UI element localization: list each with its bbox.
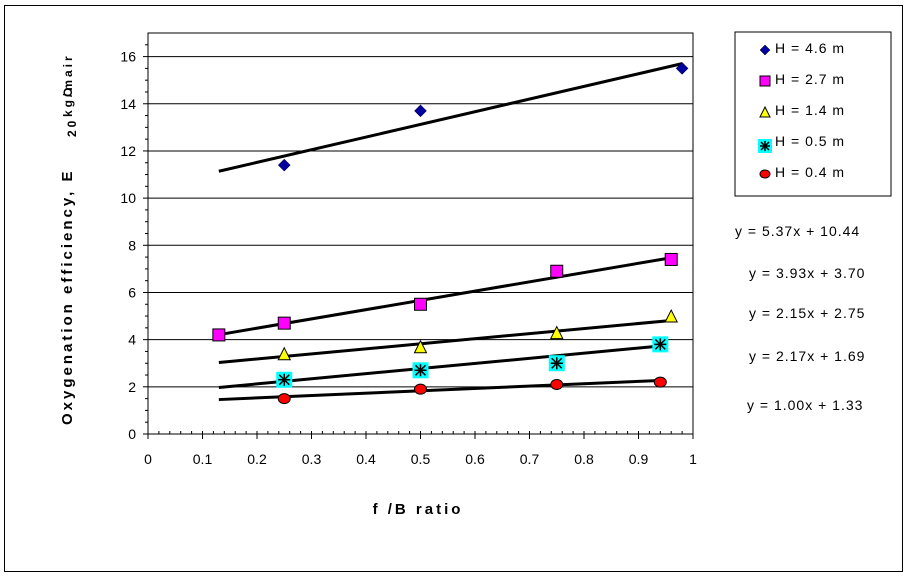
legend-label: H = 0.5 m (775, 133, 845, 149)
x-tick-label: 0.8 (574, 451, 594, 467)
data-point (414, 104, 427, 118)
legend-marker (759, 75, 771, 87)
data-point (548, 355, 565, 372)
trend-line (218, 256, 672, 337)
y-tick-label: 12 (120, 143, 136, 159)
data-point (277, 158, 291, 172)
x-axis-label: f /B ratio (373, 501, 464, 518)
trend-equation: y = 3.93x + 3.70 (749, 265, 865, 281)
legend-label: H = 1.4 m (775, 102, 845, 118)
trend-equation: y = 2.17x + 1.69 (749, 348, 865, 364)
tick-labels: 0 2 4 6 8 10 12 14 16 0 0.1 0.2 0.3 0.4 0.5 0.6 0.7 0.8 0.… (120, 49, 697, 467)
trend-line (218, 318, 672, 365)
x-tick-label: 0.2 (247, 451, 267, 467)
data-point (653, 376, 667, 388)
legend-marker (759, 169, 771, 179)
data-point (277, 346, 292, 361)
data-point (276, 371, 293, 388)
trend-line (218, 62, 683, 173)
trend-line (218, 378, 661, 402)
x-tick-label: 1 (689, 451, 697, 467)
data-point (675, 62, 689, 75)
legend-marker (759, 44, 771, 56)
x-tick-label: 0.3 (302, 451, 322, 467)
data-point (413, 339, 428, 354)
legend-label: H = 2.7 m (775, 71, 845, 87)
data-point (414, 297, 427, 311)
y-axis-label: Oxygenation efficiency, E 20 kgO /m air (59, 53, 79, 425)
x-tick-label: 0.7 (520, 451, 540, 467)
data-point (549, 325, 564, 340)
legend-marker (759, 105, 771, 118)
trend-equation: y = 1.00x + 1.33 (747, 397, 863, 413)
axes (143, 32, 694, 439)
y-tick-label: 6 (128, 284, 136, 300)
y-tick-label: 0 (128, 426, 136, 442)
x-tick-label: 0.9 (629, 451, 649, 467)
x-tick-label: 0.5 (411, 451, 431, 467)
y-axis-label-sub-b: kgO (61, 85, 75, 117)
trend-lines (218, 62, 683, 402)
data-point (550, 264, 564, 278)
data-point (412, 362, 429, 379)
y-axis-label-sub-d: air (61, 53, 75, 77)
legend-label: H = 0.4 m (775, 164, 845, 180)
data-point (664, 252, 678, 266)
data-points (212, 62, 689, 405)
data-point (550, 378, 564, 390)
data-point (652, 336, 669, 353)
legend-label: H = 4.6 m (775, 40, 845, 56)
y-tick-label: 14 (120, 96, 136, 112)
data-point (664, 308, 679, 323)
y-axis-label-sub-a: 20 (65, 118, 79, 137)
data-point (414, 383, 427, 395)
trend-equation: y = 5.37x + 10.44 (735, 223, 860, 239)
trend-equations: y = 5.37x + 10.44 y = 3.93x + 3.70 y = 2.1… (735, 223, 865, 413)
data-point (277, 393, 291, 405)
x-tick-label: 0 (144, 451, 152, 467)
x-tick-label: 0.1 (193, 451, 213, 467)
y-tick-label: 16 (120, 49, 136, 65)
x-tick-label: 0.6 (465, 451, 485, 467)
y-tick-label: 8 (128, 237, 136, 253)
y-axis-label-main: Oxygenation efficiency, E (59, 169, 76, 425)
legend-marker (758, 139, 772, 153)
x-tick-label: 0.4 (356, 451, 376, 467)
data-point (212, 328, 226, 342)
y-tick-label: 10 (120, 190, 136, 206)
y-tick-label: 4 (128, 332, 136, 348)
trend-line (218, 344, 661, 389)
legend: H = 4.6 m H = 2.7 m H = 1.4 m H = 0.5 m H = … (734, 31, 892, 197)
y-tick-label: 2 (128, 379, 136, 395)
data-point (277, 316, 291, 330)
y-axis-label-sub-c: /m (61, 77, 75, 97)
trend-equation: y = 2.15x + 2.75 (749, 305, 865, 321)
